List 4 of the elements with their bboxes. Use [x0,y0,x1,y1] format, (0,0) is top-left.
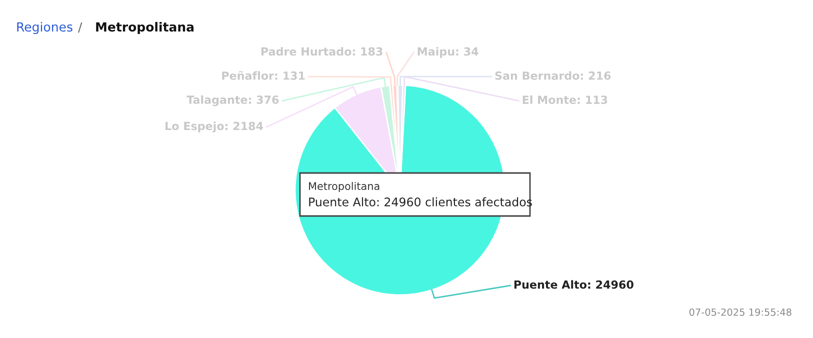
text: Metropolitana [309,182,380,192]
slice-label: Puente Alto: 24960 [514,280,634,289]
chart-title: Regiones / Metropolitana [17,22,194,34]
text: 07-05-2025 19:55:48 [689,308,792,316]
